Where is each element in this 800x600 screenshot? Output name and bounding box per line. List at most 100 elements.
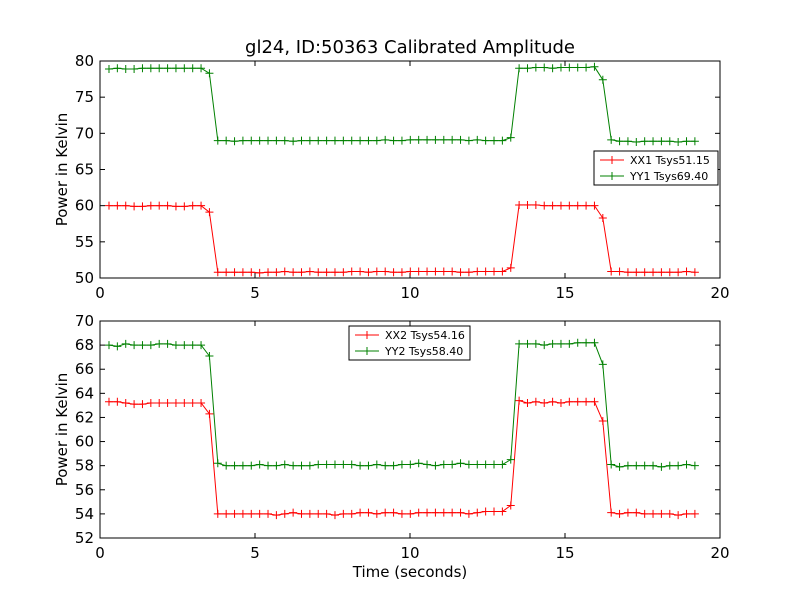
bottom-data-point <box>213 459 222 468</box>
top-data-point <box>406 267 415 276</box>
bottom-data-point <box>464 460 473 469</box>
top-x-tick-label: 5 <box>250 284 260 302</box>
bottom-data-point <box>582 397 591 406</box>
top-y-tick-label: 50 <box>75 269 94 287</box>
bottom-y-tick-label: 70 <box>75 312 94 330</box>
bottom-data-point <box>213 509 222 518</box>
top-data-point <box>356 267 365 276</box>
bottom-data-point <box>598 360 607 369</box>
top-data-point <box>389 268 398 277</box>
bottom-data-point <box>339 509 348 518</box>
bottom-data-point <box>397 509 406 518</box>
top-data-point <box>364 136 373 145</box>
bottom-subplot: 0 5 10 15 20 52 54 56 58 60 62 64 66 68 70 Power in Kel… <box>53 312 730 581</box>
top-data-point <box>272 268 281 277</box>
bottom-data-point <box>163 339 172 348</box>
top-data-point <box>548 64 557 73</box>
top-data-point <box>665 137 674 146</box>
bottom-data-point <box>188 341 197 350</box>
bottom-data-point <box>531 339 540 348</box>
top-data-point <box>180 64 189 73</box>
bottom-data-point <box>364 508 373 517</box>
bottom-data-point <box>548 397 557 406</box>
top-data-point <box>582 63 591 72</box>
bottom-data-point <box>657 462 666 471</box>
bottom-data-point <box>163 398 172 407</box>
top-data-point <box>372 267 381 276</box>
bottom-x-tick-label: 5 <box>250 544 260 562</box>
bottom-data-point <box>264 461 273 470</box>
bottom-data-point <box>674 511 683 520</box>
top-data-point <box>632 268 641 277</box>
bottom-data-point <box>481 507 490 516</box>
top-data-point <box>498 136 507 145</box>
bottom-data-point <box>590 397 599 406</box>
top-data-point <box>456 135 465 144</box>
bottom-data-point <box>322 509 331 518</box>
top-data-point <box>171 64 180 73</box>
bottom-data-point <box>104 341 113 350</box>
top-y-tick-label: 80 <box>75 52 94 70</box>
top-data-point <box>523 64 532 73</box>
bottom-x-tick-label: 10 <box>400 544 419 562</box>
bottom-data-point <box>540 398 549 407</box>
top-data-point <box>289 268 298 277</box>
top-data-point <box>423 135 432 144</box>
bottom-data-point <box>682 509 691 518</box>
bottom-data-point <box>305 461 314 470</box>
bottom-data-point <box>155 339 164 348</box>
top-data-point <box>138 202 147 211</box>
top-data-point <box>657 137 666 146</box>
top-data-point <box>456 268 465 277</box>
top-data-point <box>481 136 490 145</box>
bottom-data-point <box>406 460 415 469</box>
bottom-data-point <box>490 507 499 516</box>
bottom-data-point <box>155 398 164 407</box>
top-y-tick-label: 70 <box>75 124 94 142</box>
bottom-data-point <box>222 461 231 470</box>
bottom-data-point <box>180 341 189 350</box>
bottom-data-point <box>615 509 624 518</box>
bottom-data-point <box>222 509 231 518</box>
top-data-point <box>155 64 164 73</box>
bottom-y-axis-label: Power in Kelvin <box>53 373 71 487</box>
bottom-data-point <box>498 460 507 469</box>
bottom-data-point <box>297 509 306 518</box>
top-data-point <box>297 268 306 277</box>
bottom-data-point <box>197 341 206 350</box>
bottom-legend-marker <box>363 331 371 339</box>
bottom-data-point <box>674 461 683 470</box>
top-data-point <box>607 267 616 276</box>
bottom-data-point <box>456 459 465 468</box>
bottom-data-point <box>330 511 339 520</box>
bottom-data-point <box>104 397 113 406</box>
top-data-point <box>690 268 699 277</box>
bottom-data-point <box>138 341 147 350</box>
top-series-0 <box>104 200 699 277</box>
top-data-point <box>582 201 591 210</box>
top-series-1 <box>104 62 699 147</box>
top-data-point <box>121 201 130 210</box>
top-data-point <box>473 267 482 276</box>
top-data-point <box>490 267 499 276</box>
top-data-point <box>238 136 247 145</box>
top-data-point <box>230 137 239 146</box>
bottom-y-tick-label: 54 <box>75 505 94 523</box>
chart-title: gl24, ID:50363 Calibrated Amplitude <box>245 37 575 58</box>
top-x-tick-label: 10 <box>400 284 419 302</box>
bottom-data-point <box>255 460 264 469</box>
bottom-data-point <box>573 338 582 347</box>
top-data-point <box>590 201 599 210</box>
top-data-point <box>113 201 122 210</box>
top-data-point <box>297 136 306 145</box>
bottom-data-point <box>490 460 499 469</box>
top-data-point <box>674 138 683 147</box>
bottom-data-point <box>205 409 214 418</box>
bottom-data-point <box>632 508 641 517</box>
bottom-data-point <box>607 508 616 517</box>
bottom-data-point <box>498 507 507 516</box>
top-data-point <box>690 137 699 146</box>
bottom-data-point <box>414 508 423 517</box>
bottom-data-point <box>431 461 440 470</box>
